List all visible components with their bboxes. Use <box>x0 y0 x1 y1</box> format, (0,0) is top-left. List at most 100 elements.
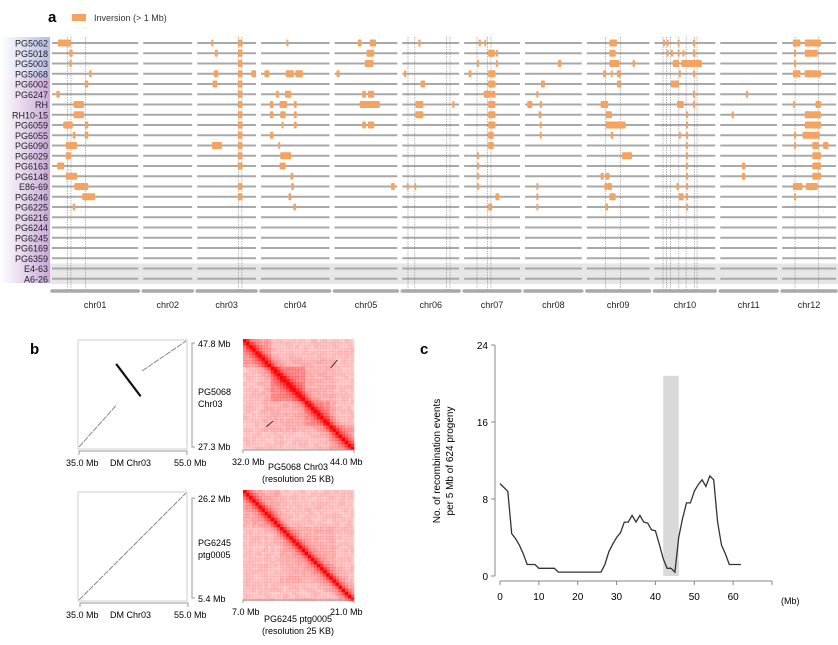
hic-cell <box>304 520 309 525</box>
hic-cell <box>304 591 309 596</box>
hic-cell <box>313 542 318 546</box>
hic-cell <box>320 539 324 543</box>
hic-cell <box>307 520 312 525</box>
inversion-block <box>616 80 621 88</box>
hic-cell <box>249 533 253 537</box>
hic-cell <box>326 357 330 361</box>
hic-cell <box>350 576 355 580</box>
hic-cell <box>332 400 336 405</box>
hic-cell <box>301 345 305 349</box>
hic-cell <box>310 388 315 392</box>
hic-cell <box>267 530 272 534</box>
hic-cell <box>320 357 324 361</box>
hic-cell <box>341 576 346 580</box>
hic-cell <box>264 542 268 546</box>
hic-cell <box>329 490 333 494</box>
hic-cell <box>252 551 256 556</box>
hic-cell <box>350 527 355 531</box>
hic-cell <box>289 440 293 445</box>
hic-cell <box>264 585 268 589</box>
hic-cell <box>273 564 278 568</box>
inversion-block <box>609 60 620 67</box>
hic-cell <box>326 434 330 438</box>
hic-cell <box>286 372 290 377</box>
y-axis-label-line2: Chr03 <box>198 399 223 409</box>
hic-cell <box>335 591 339 596</box>
hic-cell <box>261 505 265 509</box>
hic-cell <box>341 345 346 349</box>
hic-cell <box>310 517 315 522</box>
hic-cell <box>313 554 318 559</box>
hic-cell <box>243 567 247 571</box>
y-axis <box>191 342 195 448</box>
chrom-label: chr10 <box>674 300 697 310</box>
hic-cell <box>307 576 312 580</box>
hic-cell <box>317 376 321 380</box>
hic-cell <box>310 406 315 411</box>
hic-cell <box>335 339 339 343</box>
hic-cell <box>273 551 278 556</box>
hic-cell <box>338 428 342 432</box>
hic-cell <box>270 582 275 586</box>
hic-cell <box>264 539 268 543</box>
hic-cell <box>344 440 349 445</box>
hic-cell <box>329 437 333 442</box>
hic-cell <box>276 523 281 528</box>
hic-cell <box>301 545 305 549</box>
inversion-block <box>468 70 472 78</box>
hic-cell <box>280 508 284 512</box>
hic-cell <box>264 345 268 349</box>
hic-cell <box>320 567 324 571</box>
inversion-block <box>290 172 294 180</box>
hic-cell <box>335 530 339 534</box>
hic-cell <box>313 502 318 506</box>
hic-cell <box>286 379 290 383</box>
hic-cell <box>335 560 339 565</box>
hic-cell <box>310 382 315 386</box>
hic-cell <box>298 530 302 534</box>
hic-cell <box>347 342 352 346</box>
hic-cell <box>320 508 324 512</box>
x-tick-label: 10 <box>533 592 545 603</box>
hic-cell <box>280 419 284 423</box>
panel-a-chrom-tracks <box>50 42 838 293</box>
hic-cell <box>298 542 302 546</box>
hic-cell <box>283 508 287 512</box>
hic-cell <box>304 382 309 386</box>
y-axis-label-line1: PG6245 <box>198 538 231 548</box>
hic-cell <box>347 499 352 503</box>
hic-cell <box>258 496 262 500</box>
hic-cell <box>326 382 330 386</box>
hic-cell <box>286 579 290 583</box>
hic-cell <box>286 400 290 405</box>
hic-cell <box>298 357 302 361</box>
hic-cell <box>276 570 281 574</box>
hic-cell <box>329 570 333 574</box>
hic-cell <box>301 366 305 371</box>
hic-cell <box>249 591 253 596</box>
hic-cell <box>264 354 268 358</box>
hic-cell <box>283 363 287 368</box>
hic-cell <box>283 354 287 358</box>
hic-cell <box>295 379 299 383</box>
hic-cell <box>341 397 346 401</box>
hic-cell <box>344 413 349 417</box>
hic-cell <box>323 422 327 426</box>
hic-cell <box>270 579 275 583</box>
hic-cell <box>280 533 284 537</box>
hic-cell <box>283 520 287 525</box>
hic-cell <box>301 376 305 380</box>
hic-cell <box>323 594 327 599</box>
hic-cell <box>338 339 342 343</box>
hic-cell <box>344 493 349 497</box>
inversion-block <box>56 90 60 98</box>
hic-cell <box>295 539 299 543</box>
hic-cell <box>283 348 287 352</box>
hic-cell <box>261 536 265 540</box>
hic-cell <box>273 502 278 506</box>
hic-cell <box>252 379 256 383</box>
hic-cell <box>307 339 312 343</box>
hic-cell <box>283 413 287 417</box>
hic-cell <box>246 588 250 593</box>
hic-cell <box>249 422 253 426</box>
